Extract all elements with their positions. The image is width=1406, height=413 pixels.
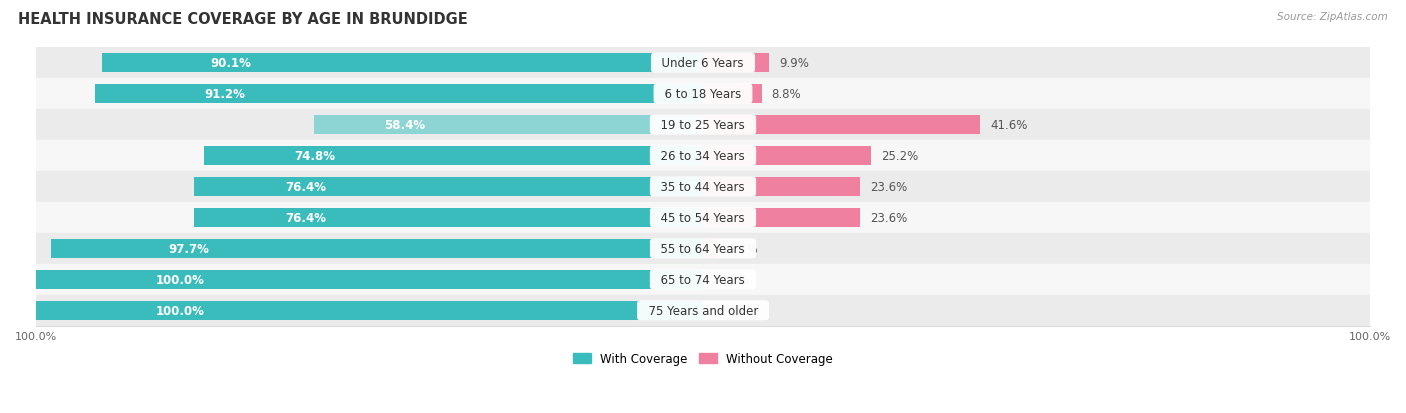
Text: 55 to 64 Years: 55 to 64 Years xyxy=(654,242,752,255)
Bar xyxy=(52,240,703,258)
Bar xyxy=(314,116,703,135)
Bar xyxy=(94,85,703,104)
Text: 90.1%: 90.1% xyxy=(211,57,252,70)
Text: 19 to 25 Years: 19 to 25 Years xyxy=(654,119,752,132)
Text: 100.0%: 100.0% xyxy=(156,304,205,317)
Text: 91.2%: 91.2% xyxy=(204,88,245,101)
Text: HEALTH INSURANCE COVERAGE BY AGE IN BRUNDIDGE: HEALTH INSURANCE COVERAGE BY AGE IN BRUN… xyxy=(18,12,468,27)
Text: 76.4%: 76.4% xyxy=(285,211,326,224)
Text: Source: ZipAtlas.com: Source: ZipAtlas.com xyxy=(1277,12,1388,22)
Bar xyxy=(37,48,1369,79)
Text: 97.7%: 97.7% xyxy=(169,242,209,255)
Bar xyxy=(194,209,703,227)
Bar xyxy=(703,209,860,227)
Bar xyxy=(37,295,1369,326)
Text: 23.6%: 23.6% xyxy=(870,211,908,224)
Text: 23.6%: 23.6% xyxy=(870,180,908,194)
Bar xyxy=(37,171,1369,202)
Bar xyxy=(37,264,1369,295)
Text: 58.4%: 58.4% xyxy=(384,119,425,132)
Text: 0.0%: 0.0% xyxy=(720,273,749,286)
Text: 0.0%: 0.0% xyxy=(720,304,749,317)
Bar xyxy=(703,54,769,73)
Text: 9.9%: 9.9% xyxy=(779,57,808,70)
Bar xyxy=(37,110,1369,141)
Bar xyxy=(703,116,980,135)
Text: 74.8%: 74.8% xyxy=(294,150,335,163)
Bar xyxy=(37,271,703,289)
Bar xyxy=(37,301,703,320)
Bar xyxy=(37,233,1369,264)
Bar xyxy=(37,202,1369,233)
Text: 8.8%: 8.8% xyxy=(772,88,801,101)
Text: 65 to 74 Years: 65 to 74 Years xyxy=(654,273,752,286)
Bar xyxy=(103,54,703,73)
Text: 45 to 54 Years: 45 to 54 Years xyxy=(654,211,752,224)
Text: Under 6 Years: Under 6 Years xyxy=(655,57,751,70)
Text: 75 Years and older: 75 Years and older xyxy=(641,304,765,317)
Bar xyxy=(703,178,860,196)
Text: 25.2%: 25.2% xyxy=(882,150,918,163)
Bar xyxy=(703,240,718,258)
Text: 76.4%: 76.4% xyxy=(285,180,326,194)
Bar xyxy=(37,141,1369,171)
Text: 100.0%: 100.0% xyxy=(156,273,205,286)
Text: 2.3%: 2.3% xyxy=(728,242,758,255)
Bar xyxy=(37,79,1369,110)
Bar xyxy=(204,147,703,165)
Bar xyxy=(703,85,762,104)
Text: 6 to 18 Years: 6 to 18 Years xyxy=(657,88,749,101)
Text: 41.6%: 41.6% xyxy=(990,119,1028,132)
Legend: With Coverage, Without Coverage: With Coverage, Without Coverage xyxy=(568,348,838,370)
Bar xyxy=(194,178,703,196)
Text: 35 to 44 Years: 35 to 44 Years xyxy=(654,180,752,194)
Bar xyxy=(703,147,872,165)
Text: 26 to 34 Years: 26 to 34 Years xyxy=(654,150,752,163)
